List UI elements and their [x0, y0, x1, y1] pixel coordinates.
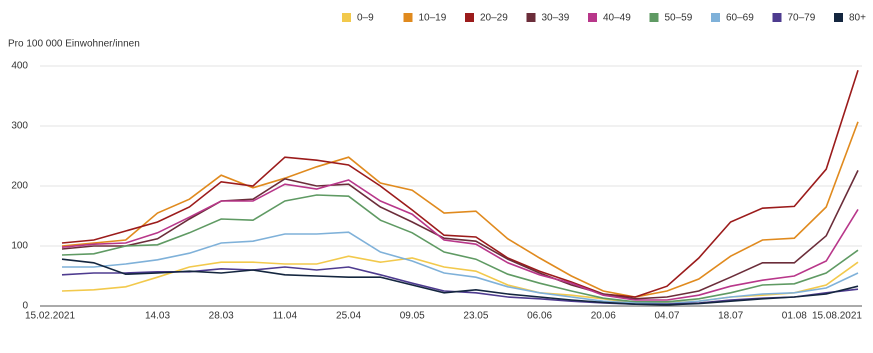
x-tick-label: 14.03: [145, 311, 170, 322]
y-tick-label: 100: [11, 241, 28, 252]
legend-swatch: [342, 13, 351, 22]
x-tick-label: 01.08: [782, 311, 807, 322]
legend-label: 60–69: [726, 13, 754, 24]
line-series: [62, 231, 859, 305]
legend-label: 0–9: [357, 13, 374, 24]
y-axis-label: Pro 100 000 Einwohner/innen: [8, 39, 140, 50]
line-series: [61, 258, 859, 306]
x-tick-label: 04.07: [654, 311, 679, 322]
legend-swatch: [711, 13, 720, 22]
y-tick-label: 300: [11, 121, 28, 132]
x-tick-label: 11.04: [273, 311, 298, 322]
line-series: [61, 121, 859, 298]
y-tick-label: 0: [22, 301, 28, 312]
legend-swatch: [465, 13, 474, 22]
x-tick-label: 09.05: [400, 311, 425, 322]
legend-label: 10–19: [419, 13, 447, 24]
x-tick-label: 06.06: [527, 311, 552, 322]
legend-swatch: [834, 13, 843, 22]
x-tick-label: 20.06: [591, 311, 616, 322]
x-tick-label: 18.07: [718, 311, 743, 322]
y-tick-label: 400: [11, 61, 28, 72]
legend-swatch: [588, 13, 597, 22]
legend-swatch: [403, 13, 413, 22]
legend-swatch: [526, 13, 536, 22]
legend-label: 70–79: [788, 13, 816, 24]
legend-label: 20–29: [480, 13, 508, 24]
legend-label: 30–39: [542, 13, 570, 24]
legend-swatch: [772, 13, 782, 22]
y-tick-label: 200: [11, 181, 28, 192]
line-series: [61, 266, 859, 305]
line-series: [61, 69, 859, 298]
legend-swatch: [649, 13, 659, 22]
x-tick-label: 15.08.2021: [812, 311, 862, 322]
x-tick-label: 15.02.2021: [25, 311, 75, 322]
x-tick-label: 28.03: [209, 311, 234, 322]
x-tick-label: 25.04: [336, 311, 361, 322]
line-series: [61, 170, 859, 300]
legend-label: 40–49: [603, 13, 631, 24]
line-series: [61, 194, 859, 303]
legend-label: 80+: [849, 13, 866, 24]
line-series: [61, 179, 859, 301]
x-tick-label: 23.05: [463, 311, 488, 322]
legend-label: 50–59: [665, 13, 693, 24]
